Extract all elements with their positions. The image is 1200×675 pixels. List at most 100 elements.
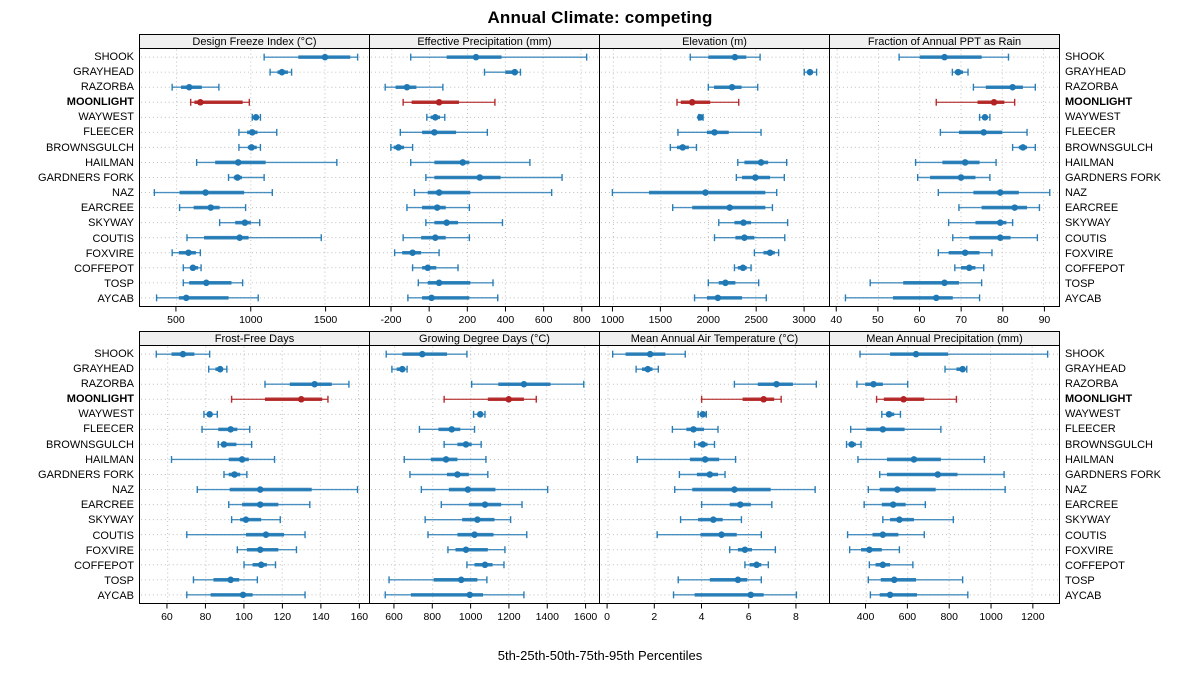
percentile-interval-aycab [869,591,969,599]
svg-text:3000: 3000 [792,314,816,326]
site-label-hailman: HAILMAN [85,156,134,169]
percentile-interval-skyway [718,219,789,227]
percentile-interval-coffepot [954,264,985,272]
site-label-skyway: SKYWAY [88,217,134,230]
svg-text:0: 0 [426,314,432,326]
site-label-hailman: HAILMAN [85,453,134,466]
percentile-interval-hailman [410,158,531,166]
site-label-coffepot: COFFEPOT [1065,262,1125,275]
percentile-interval-naz [674,486,816,494]
percentile-interval-brownsgulch [845,440,862,448]
percentiles-caption: 5th-25th-50th-75th-95th Percentiles [497,648,703,663]
percentile-interval-waywest [426,113,446,121]
percentile-interval-naz [611,189,778,197]
svg-text:120: 120 [274,611,292,623]
percentile-interval-earcree [863,501,927,509]
percentile-interval-foxvire [848,546,901,554]
svg-text:90: 90 [1039,314,1051,326]
percentile-interval-coffepot [733,264,752,272]
percentile-interval-aycab [844,294,981,302]
percentile-interval-fleecer [238,128,278,136]
percentile-interval-fleecer [671,425,719,433]
percentile-interval-coutis [427,531,528,539]
site-label-brownsgulch: BROWNSGULCH [1065,438,1154,451]
panel-plot-area [829,49,1060,307]
percentile-interval-aycab [693,294,767,302]
svg-text:80: 80 [200,611,212,623]
percentile-interval-skyway [947,219,1014,227]
percentile-interval-gardners-fork [425,174,563,181]
svg-text:400: 400 [857,611,875,623]
percentile-interval-grayhead [269,68,293,76]
site-label-skyway: SKYWAY [1065,217,1111,230]
panel-x-axis: -200 0 200 400 600 800 [380,307,591,326]
site-label-hailman: HAILMAN [1065,156,1114,169]
site-label-fleecer: FLEECER [1065,423,1116,436]
site-label-naz: NAZ [1065,484,1087,497]
percentile-interval-naz [867,486,1006,494]
panel-fraction-of-annual-ppt-as-rain: Fraction of Annual PPT as Rain 40 50 60 70 80… [829,34,1060,328]
percentile-interval-skyway [218,219,261,227]
site-label-grayhead: GRAYHEAD [1065,65,1126,78]
svg-text:800: 800 [940,611,958,623]
svg-text:800: 800 [573,314,591,326]
percentile-interval-gardners-fork [223,471,248,478]
site-label-fleecer: FLEECER [83,423,134,436]
percentile-interval-gardners-fork [227,174,265,181]
percentile-interval-foxvire [236,546,298,554]
panel-strip-title: Mean Annual Precipitation (mm) [829,331,1060,346]
svg-text:1500: 1500 [649,314,673,326]
percentile-interval-coutis [713,234,786,242]
site-label-coutis: COUTIS [1065,232,1107,245]
percentile-interval-waywest [881,410,902,418]
percentile-interval-brownsgulch [217,440,253,448]
panel-x-axis: 1000 1500 2000 2500 3000 [601,307,816,326]
percentile-interval-gardners-fork [678,471,726,478]
site-label-razorba: RAZORBA [80,377,134,390]
svg-text:0: 0 [604,611,610,623]
site-label-shook: SHOOK [94,50,134,63]
site-label-hailman: HAILMAN [1065,453,1114,466]
percentile-interval-tosp [388,576,488,584]
panel-mean-annual-air-temperature-c: Mean Annual Air Temperature (°C) 0 2 4 6 8 [599,331,830,625]
percentile-interval-coffepot [182,264,202,272]
site-label-razorba: RAZORBA [80,80,134,93]
percentile-interval-tosp [677,576,763,584]
percentile-interval-tosp [182,279,244,287]
panel-strip-title: Growing Degree Days (°C) [369,331,600,346]
svg-text:1600: 1600 [574,611,598,623]
site-label-shook: SHOOK [1065,347,1105,360]
svg-text:2: 2 [651,611,657,623]
svg-text:1500: 1500 [314,314,338,326]
percentile-interval-earcree [672,204,774,212]
svg-text:80: 80 [997,314,1009,326]
percentile-interval-tosp [869,279,983,287]
percentile-interval-brownsgulch [443,440,482,448]
panel-plot-area [139,346,370,604]
site-label-waywest: WAYWEST [1065,111,1121,124]
percentile-interval-skyway [882,516,955,524]
svg-text:1000: 1000 [601,314,625,326]
svg-text:600: 600 [899,611,917,623]
site-label-coffepot: COFFEPOT [74,559,134,572]
site-label-earcree: EARCREE [80,499,134,512]
percentile-interval-razorba [264,380,350,388]
percentile-interval-grayhead [951,68,969,76]
percentile-interval-shook [155,350,211,358]
site-label-tosp: TOSP [104,575,134,588]
percentile-interval-grayhead [208,365,228,373]
percentile-interval-gardners-fork [735,174,786,181]
site-label-earcree: EARCREE [1065,202,1119,215]
percentile-interval-moonlight [190,98,251,106]
percentile-interval-coutis [846,531,925,539]
percentile-interval-aycab [672,591,798,599]
svg-text:800: 800 [424,611,442,623]
percentile-interval-hailman [737,158,788,166]
percentile-interval-gardners-fork [879,471,1005,478]
figure-title: Annual Climate: competing [487,8,713,27]
percentile-interval-coutis [402,234,471,242]
site-label-shook: SHOOK [1065,50,1105,63]
percentile-interval-coutis [656,531,763,539]
svg-text:1400: 1400 [536,611,560,623]
site-label-skyway: SKYWAY [88,514,134,527]
